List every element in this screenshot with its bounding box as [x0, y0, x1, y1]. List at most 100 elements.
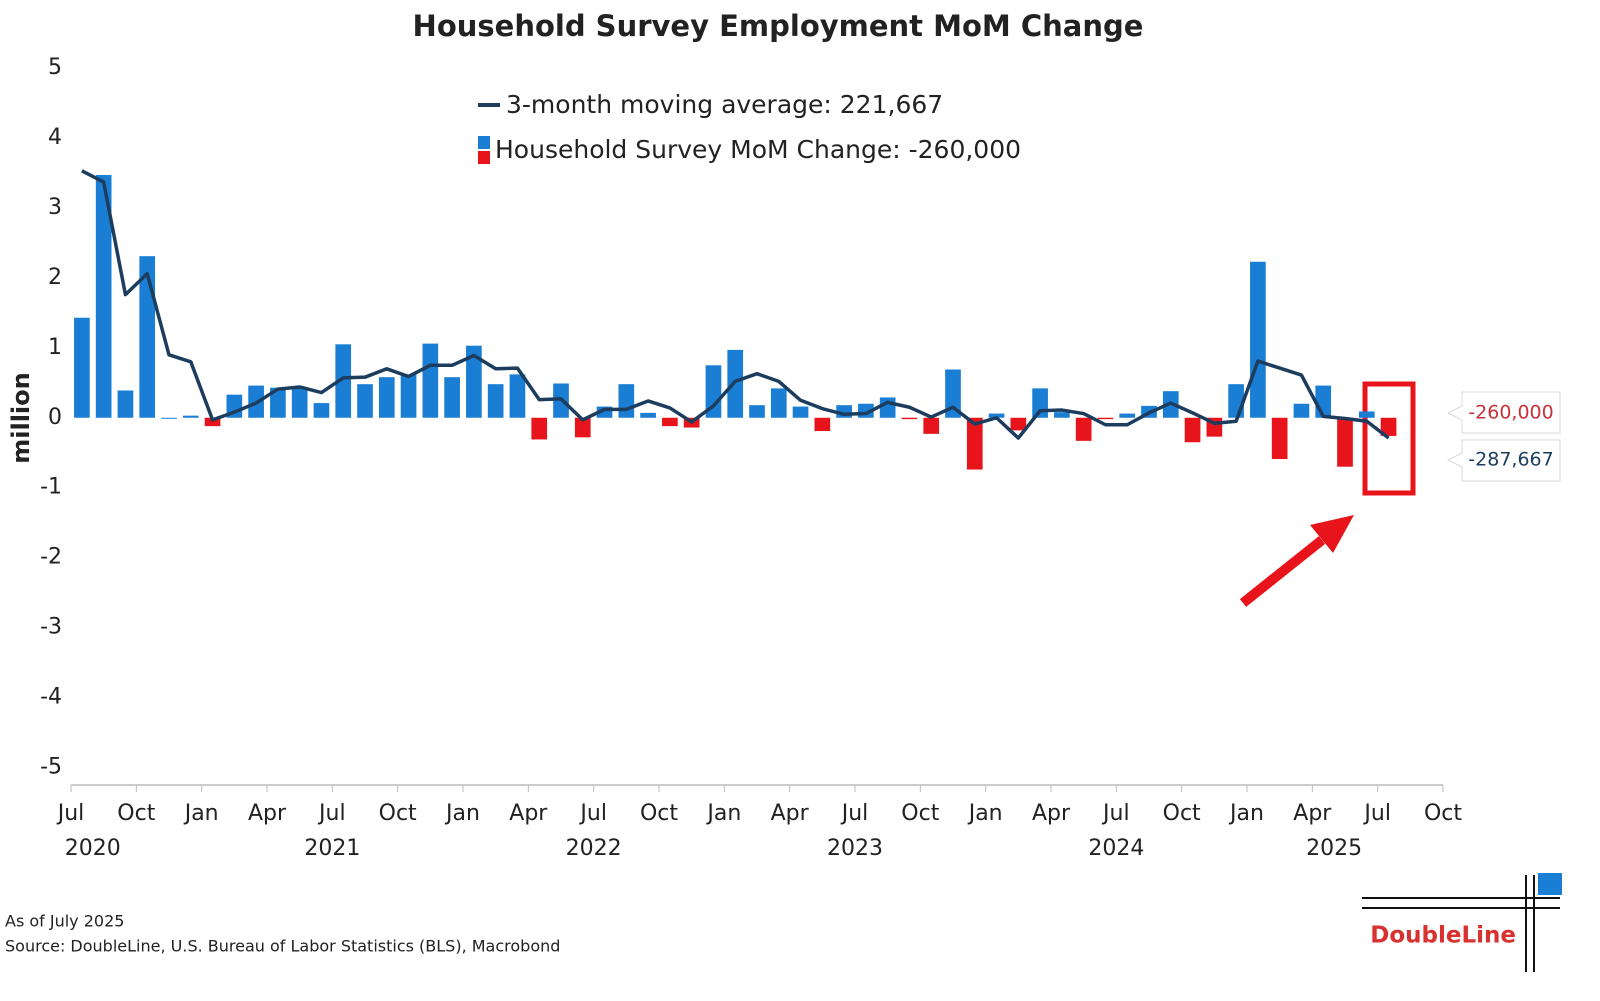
bar: [705, 365, 722, 418]
y-tick-label: -1: [40, 475, 62, 500]
x-year-label: 2021: [304, 836, 360, 861]
chart-title: Household Survey Employment MoM Change: [413, 9, 1144, 43]
bar: [400, 374, 417, 418]
callout-box: [1446, 391, 1561, 434]
bar: [161, 417, 177, 419]
line: [81, 169, 1390, 440]
callout-label: -260,000: [1468, 402, 1553, 424]
legend-bar-marker: [478, 151, 490, 164]
bar: [574, 417, 591, 438]
bar: [640, 412, 656, 418]
x-tick-label: Jul: [578, 801, 607, 826]
bar: [1010, 417, 1027, 431]
y-axis-label: million: [7, 372, 35, 464]
y-tick-label: -5: [40, 755, 62, 780]
bar: [1250, 261, 1266, 418]
bar: [1075, 417, 1092, 441]
highlight-box: [1362, 381, 1416, 496]
y-tick-label: 5: [48, 55, 62, 80]
bar: [618, 384, 635, 418]
x-tick-label: Oct: [1163, 801, 1201, 826]
bar: [117, 390, 134, 418]
y-tick-label: 2: [48, 265, 62, 290]
x-tick-label: Jul: [840, 801, 869, 826]
x-tick-label: Jan: [705, 801, 741, 826]
bar: [1358, 411, 1375, 418]
bar: [466, 345, 482, 418]
bar: [182, 415, 199, 418]
x-tick-label: Apr: [771, 801, 810, 826]
x-tick-label: Jan: [1228, 801, 1264, 826]
bar: [270, 387, 286, 418]
callout-box: [1446, 439, 1561, 482]
x-tick-label: Jul: [56, 801, 85, 826]
bar: [357, 384, 373, 418]
bar: [487, 384, 504, 418]
y-tick-label: 0: [48, 405, 62, 430]
bar: [378, 377, 395, 418]
legend-label: 3-month moving average: 221,667: [506, 90, 943, 119]
x-tick-label: Apr: [509, 801, 548, 826]
x-tick-label: Jan: [444, 801, 480, 826]
bar: [1337, 417, 1353, 467]
bar: [1271, 417, 1288, 460]
bar: [422, 343, 439, 418]
footer-source: Source: DoubleLine, U.S. Bureau of Labor…: [5, 937, 560, 956]
y-tick-label: -4: [40, 685, 62, 710]
x-year-label: 2022: [566, 836, 622, 861]
x-tick-label: Oct: [1424, 801, 1462, 826]
bar: [945, 369, 961, 418]
x-tick-label: Oct: [901, 801, 939, 826]
bar: [509, 374, 526, 418]
bar: [1119, 413, 1136, 418]
x-tick-label: Oct: [117, 801, 155, 826]
bar: [923, 417, 940, 434]
x-year-label: 2020: [65, 836, 121, 861]
bar: [95, 175, 112, 418]
bar: [966, 417, 983, 470]
x-tick-label: Jul: [1101, 801, 1130, 826]
arrow-head: [1310, 515, 1354, 553]
x-tick-label: Oct: [379, 801, 417, 826]
bar: [1293, 403, 1310, 418]
logo-square: [1538, 873, 1562, 895]
bar: [792, 406, 809, 418]
bar: [1097, 417, 1114, 420]
x-tick-label: Apr: [1032, 801, 1071, 826]
bar: [879, 397, 896, 418]
x-tick-label: Jul: [317, 801, 346, 826]
bar: [444, 377, 460, 418]
bar: [531, 417, 548, 440]
bar: [291, 386, 308, 418]
bar: [596, 406, 613, 418]
arrow-shaft: [1239, 536, 1326, 607]
y-tick-label: 4: [48, 125, 62, 150]
callout-label: -287,667: [1468, 449, 1553, 471]
bar: [335, 344, 352, 418]
bar: [662, 417, 678, 427]
bar: [988, 413, 1005, 418]
x-tick-label: Oct: [640, 801, 678, 826]
x-tick-label: Jan: [967, 801, 1003, 826]
bar: [814, 417, 831, 432]
bar: [901, 417, 918, 420]
x-tick-label: Jul: [1362, 801, 1391, 826]
x-year-label: 2024: [1088, 836, 1144, 861]
footer-note: As of July 2025: [5, 912, 124, 931]
bar: [1380, 417, 1397, 436]
x-year-label: 2023: [827, 836, 883, 861]
y-tick-label: 1: [48, 335, 62, 360]
bar: [204, 417, 221, 427]
bar: [749, 405, 765, 418]
bar: [1054, 412, 1070, 418]
legend-label: Household Survey MoM Change: -260,000: [495, 135, 1021, 164]
x-tick-label: Jan: [183, 801, 219, 826]
bar: [139, 256, 156, 418]
bar: [74, 317, 90, 418]
logo-text: DoubleLine: [1370, 923, 1516, 949]
bar: [313, 403, 330, 418]
bar: [1184, 417, 1201, 443]
y-tick-label: -3: [40, 615, 62, 640]
x-year-label: 2025: [1306, 836, 1362, 861]
